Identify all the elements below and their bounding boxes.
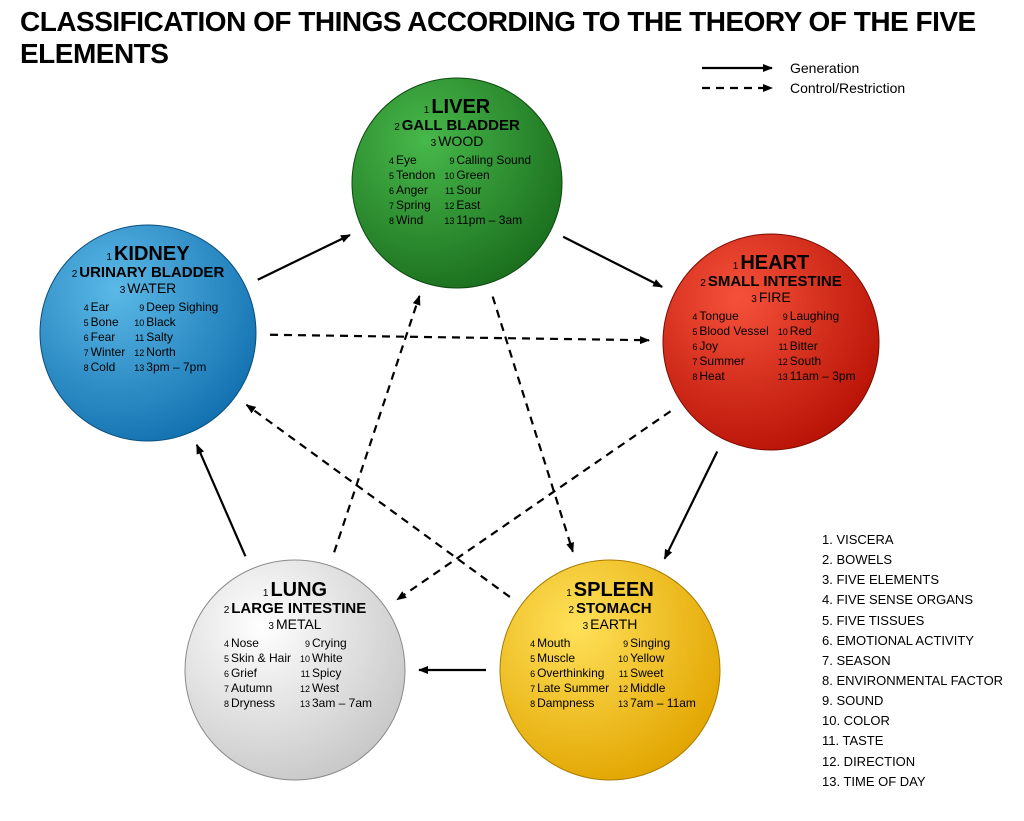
legend-lines: Generation Control/Restriction [700, 60, 905, 100]
legend-category-item: 13. TIME OF DAY [822, 772, 1003, 792]
legend-category-item: 10. COLOR [822, 711, 1003, 731]
node-lung: 1LUNG2LARGE INTESTINE3METAL4Nose5Skin & … [185, 560, 405, 780]
legend-category-item: 1. VISCERA [822, 530, 1003, 550]
node-liver: 1LIVER2GALL BLADDER3WOOD4Eye5Tendon6Ange… [352, 78, 562, 288]
legend-category-item: 12. DIRECTION [822, 752, 1003, 772]
legend-generation: Generation [700, 60, 905, 76]
node-heart: 1HEART2SMALL INTESTINE3FIRE4Tongue5Blood… [663, 234, 879, 450]
legend-category-item: 3. FIVE ELEMENTS [822, 570, 1003, 590]
stage: CLASSIFICATION OF THINGS ACCORDING TO TH… [0, 0, 1024, 821]
legend-category-item: 6. EMOTIONAL ACTIVITY [822, 631, 1003, 651]
legend-category-item: 11. TASTE [822, 731, 1003, 751]
legend-category-item: 7. SEASON [822, 651, 1003, 671]
legend-category-item: 2. BOWELS [822, 550, 1003, 570]
node-kidney: 1KIDNEY2URINARY BLADDER3WATER4Ear5Bone6F… [40, 225, 256, 441]
node-spleen: 1SPLEEN2STOMACH3EARTH4Mouth5Muscle6Overt… [500, 560, 720, 780]
legend-category-item: 4. FIVE SENSE ORGANS [822, 590, 1003, 610]
legend-categories: 1. VISCERA2. BOWELS3. FIVE ELEMENTS4. FI… [822, 530, 1003, 792]
legend-category-item: 9. SOUND [822, 691, 1003, 711]
legend-category-item: 5. FIVE TISSUES [822, 611, 1003, 631]
legend-control-label: Control/Restriction [790, 80, 905, 96]
legend-generation-label: Generation [790, 60, 859, 76]
legend-control: Control/Restriction [700, 80, 905, 96]
legend-category-item: 8. ENVIRONMENTAL FACTOR [822, 671, 1003, 691]
